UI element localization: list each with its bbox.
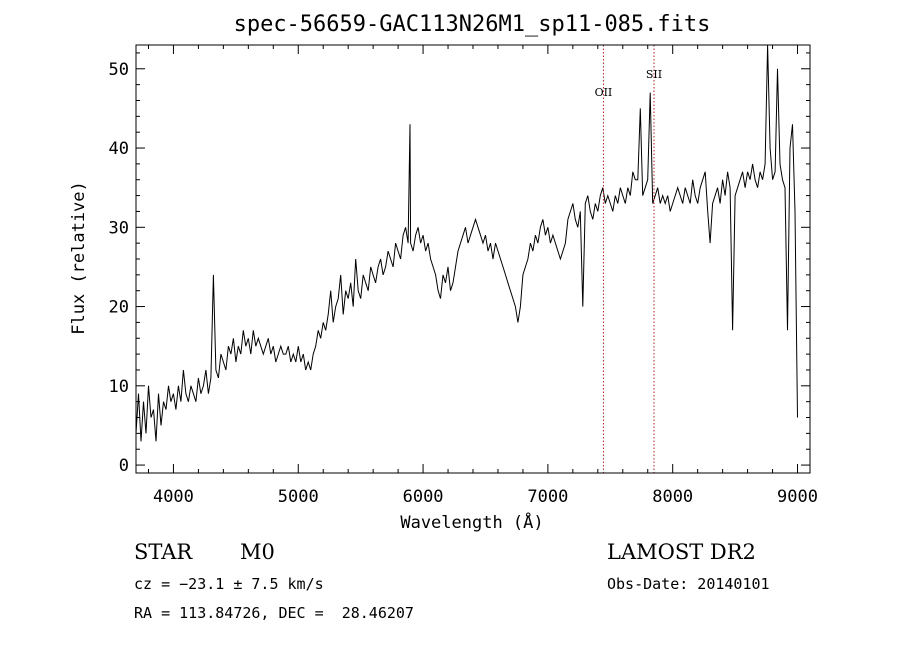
y-tick-label: 10 <box>109 377 129 397</box>
y-tick-label: 50 <box>109 60 129 80</box>
y-tick-label: 30 <box>109 218 129 238</box>
x-axis-label: Wavelength (Å) <box>400 511 543 533</box>
y-tick-label: 20 <box>109 298 129 318</box>
line-label-sii: SII <box>646 68 662 81</box>
x-tick-label: 6000 <box>403 487 444 507</box>
plot-area <box>135 44 798 442</box>
x-tick-label: 7000 <box>527 487 568 507</box>
coordinates: RA = 113.84726, DEC = 28.46207 <box>134 604 414 622</box>
line-label-oii: OII <box>595 86 613 99</box>
object-subclass: M0 <box>240 540 275 564</box>
axis-ticks: 4000 5000 6000 7000 8000 9000 0 10 20 30 40 50 <box>109 45 818 507</box>
y-tick-label: 0 <box>119 456 129 476</box>
survey-name: LAMOST DR2 <box>607 540 756 564</box>
observation-date: Obs-Date: 20140101 <box>607 575 770 593</box>
y-axis-label: Flux (relative) <box>69 181 89 335</box>
x-tick-label: 9000 <box>777 487 818 507</box>
object-class: STAR <box>134 540 193 564</box>
x-tick-label: 5000 <box>278 487 319 507</box>
x-tick-label: 8000 <box>652 487 693 507</box>
x-tick-label: 4000 <box>153 487 194 507</box>
redshift-cz: cz = −23.1 ± 7.5 km/s <box>134 575 324 593</box>
y-tick-label: 40 <box>109 139 129 159</box>
annotations: OII SII <box>595 45 662 473</box>
plot-frame <box>135 44 811 474</box>
spectrum-line-0 <box>135 44 798 442</box>
chart-title: spec-56659-GAC113N26M1_sp11-085.fits <box>234 12 711 37</box>
